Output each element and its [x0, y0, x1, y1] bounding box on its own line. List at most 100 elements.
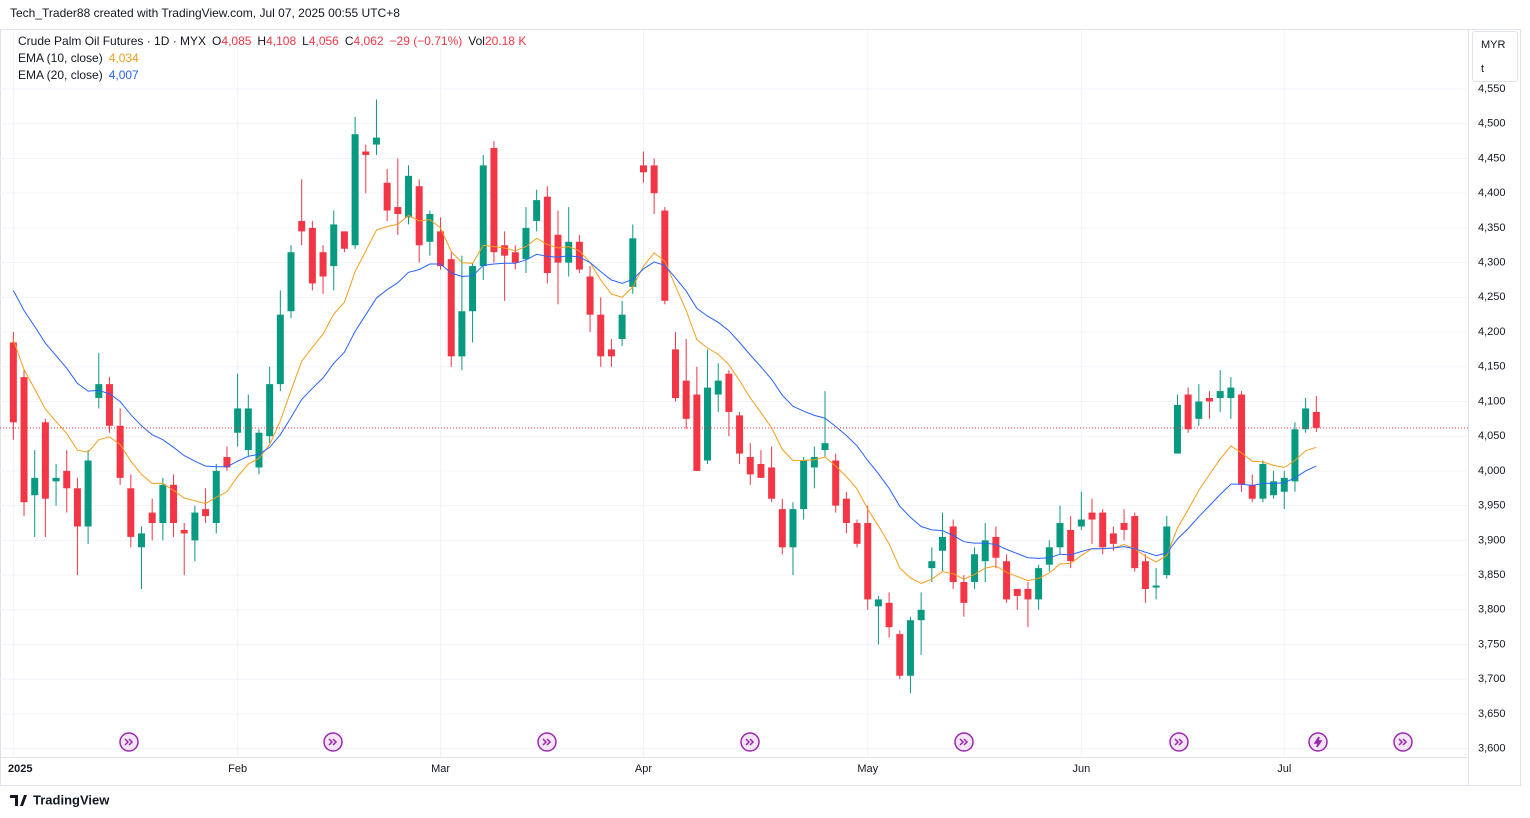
brand-logo[interactable]: TradingView: [10, 792, 110, 807]
x-tick-label: Jul: [1277, 763, 1291, 775]
legend-main: Crude Palm Oil Futures · 1D · MYX O4,085 H…: [18, 34, 526, 48]
candle-body: [1152, 585, 1160, 588]
candle-body: [458, 311, 466, 357]
candle-body: [105, 384, 113, 426]
x-tick-label: 2025: [8, 763, 32, 775]
candle-body: [1035, 568, 1043, 600]
candle-body: [41, 422, 49, 499]
y-tick-label: 4,000: [1478, 465, 1506, 477]
candle-body: [789, 509, 797, 548]
y-tick-label: 4,050: [1478, 430, 1506, 442]
logo-icon: [10, 795, 27, 806]
candle-body: [116, 425, 124, 478]
y-tick-label: 4,200: [1478, 326, 1506, 338]
candle-body: [661, 210, 669, 301]
candle-body: [223, 457, 231, 468]
candle-body: [821, 443, 829, 451]
x-tick-label: Jun: [1072, 763, 1090, 775]
event-icon[interactable]: [537, 732, 557, 752]
event-icon[interactable]: [323, 732, 343, 752]
candle-body: [597, 314, 605, 357]
candle-body: [63, 470, 71, 489]
candle-body: [725, 373, 733, 412]
candle-body: [95, 384, 103, 399]
candle-body: [287, 252, 295, 312]
candle-body: [469, 266, 477, 312]
candle-body: [896, 634, 904, 676]
candle-body: [308, 227, 316, 284]
candle-body: [234, 408, 242, 433]
candle-body: [1291, 429, 1299, 482]
candle-body: [1227, 387, 1235, 399]
candle-body: [1206, 398, 1213, 402]
candle-body: [20, 377, 28, 503]
y-tick-label: 4,450: [1478, 152, 1506, 164]
event-icon[interactable]: [1169, 732, 1189, 752]
x-tick-label: Feb: [228, 763, 247, 775]
candle-body: [437, 231, 445, 267]
x-tick-label: Mar: [431, 763, 450, 775]
y-tick-label: 3,950: [1478, 500, 1506, 512]
y-tick-label: 4,150: [1478, 361, 1506, 373]
candle-body: [394, 207, 402, 215]
candle-body: [939, 536, 946, 551]
candle-body: [52, 477, 60, 482]
candle-body: [1077, 519, 1085, 527]
candle-body: [757, 463, 765, 478]
change: −29 (−0.71%): [390, 34, 463, 48]
candle-body: [565, 241, 573, 263]
candle-body: [1280, 477, 1288, 492]
candle-body: [31, 477, 39, 496]
candle-body: [522, 227, 530, 260]
candle-body: [693, 394, 701, 471]
ema-name: EMA (20, close): [18, 68, 103, 82]
ema-legend: EMA (20, close) 4,007: [18, 68, 139, 82]
candle-body: [84, 460, 92, 527]
candle-body: [1131, 516, 1139, 569]
candle-body: [383, 182, 391, 211]
candle-body: [810, 457, 818, 468]
candle-body: [1141, 561, 1149, 589]
candle-body: [255, 432, 263, 468]
ema-legend: EMA (10, close) 4,034: [18, 51, 139, 65]
volume-key: Vol: [468, 34, 485, 48]
candle-body: [586, 276, 594, 315]
event-icon[interactable]: [740, 732, 760, 752]
y-tick-label: 3,600: [1478, 743, 1506, 755]
candle-body: [1045, 547, 1053, 565]
y-tick-label: 4,550: [1478, 83, 1506, 95]
candle-body: [330, 224, 338, 267]
event-icon[interactable]: [1393, 732, 1413, 752]
ema-line: [12, 253, 1317, 559]
brand: TradingView: [33, 792, 110, 807]
candle-body: [1248, 484, 1256, 499]
candle-body: [1013, 588, 1021, 596]
candle-body: [1270, 481, 1278, 496]
candle-body: [1088, 512, 1096, 520]
candle-body: [415, 186, 423, 246]
candle-body: [1024, 588, 1032, 600]
candle-body: [127, 488, 135, 537]
legend: Crude Palm Oil Futures · 1D · MYX O4,085 H…: [18, 34, 526, 82]
event-icon[interactable]: [954, 732, 974, 752]
candle-body: [618, 314, 626, 339]
event-icon[interactable]: [119, 732, 139, 752]
ohlc-key: L: [302, 34, 309, 48]
candle-body: [170, 484, 178, 523]
unit: t: [1481, 63, 1484, 75]
y-tick-label: 3,900: [1478, 534, 1506, 546]
ema-value: 4,034: [109, 51, 139, 65]
candle-body: [778, 509, 786, 548]
candle-body: [1003, 561, 1011, 600]
candle-body: [362, 151, 370, 155]
currency-box[interactable]: MYR t: [1472, 31, 1518, 82]
event-icon[interactable]: [1308, 732, 1328, 752]
candle-body: [1195, 401, 1203, 419]
ohlc-key: O: [212, 34, 221, 48]
candle-body: [607, 349, 615, 357]
candle-body: [885, 602, 893, 628]
candle-body: [405, 175, 412, 218]
currency: MYR: [1481, 39, 1506, 51]
